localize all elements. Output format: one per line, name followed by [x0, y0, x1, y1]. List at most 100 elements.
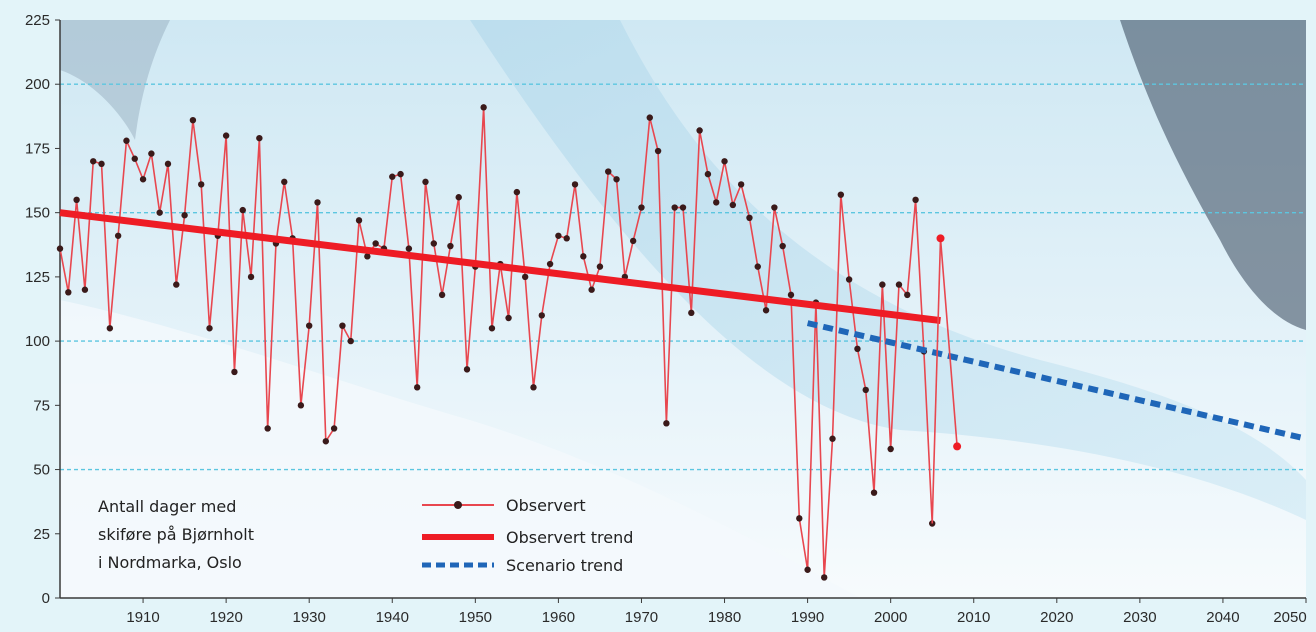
- y-tick-label: 50: [33, 462, 50, 479]
- scenario-trend-line: [806, 320, 1307, 442]
- observed-point: [787, 291, 795, 299]
- branches-shape: [60, 20, 170, 140]
- observed-point: [123, 137, 130, 144]
- observed-point: [480, 104, 487, 111]
- axes: [59, 20, 1306, 599]
- legend-observed-marker: [454, 501, 462, 509]
- snow-trail-shape: [470, 20, 1306, 520]
- observed-point: [546, 260, 554, 268]
- extra-point: [953, 442, 962, 451]
- caption-line-1: Antall dager med: [98, 497, 236, 516]
- observed-point: [505, 314, 512, 322]
- observed-point: [198, 181, 205, 188]
- observed-line: [59, 106, 933, 579]
- x-tick-label: 1930: [293, 609, 326, 626]
- observed-point: [455, 194, 462, 201]
- observed-point: [231, 368, 238, 376]
- x-tick-label: 1920: [209, 609, 242, 626]
- x-tick-label: 2030: [1123, 609, 1156, 626]
- observed-point: [397, 170, 404, 178]
- observed-point: [580, 253, 587, 260]
- observed-point: [704, 170, 712, 178]
- observed-point: [189, 116, 197, 124]
- observed-point: [762, 307, 770, 314]
- legend-scenario-label: Scenario trend: [506, 556, 623, 575]
- observed-point: [339, 322, 346, 329]
- observed-point: [438, 291, 446, 299]
- observed-point: [131, 155, 138, 162]
- x-tick-label: 1950: [459, 609, 492, 626]
- observed-point: [389, 173, 396, 180]
- x-tick-label: 2040: [1206, 609, 1239, 626]
- observed-point: [521, 273, 529, 281]
- extra-connector-line: [939, 238, 958, 447]
- observed-point: [281, 178, 288, 186]
- observed-point: [181, 212, 188, 219]
- observed-point: [563, 235, 570, 242]
- observed-point: [530, 384, 537, 391]
- x-tick-label: 2050: [1273, 609, 1306, 626]
- extra-connector-line: [931, 238, 942, 524]
- x-tick-label: 1910: [126, 609, 159, 626]
- y-tick-label: 175: [25, 140, 50, 157]
- observed-point: [65, 289, 72, 296]
- observed-point: [845, 276, 853, 283]
- observed-point: [837, 191, 845, 198]
- observed-point: [895, 281, 903, 288]
- observed-point: [139, 176, 147, 183]
- observed-point: [488, 325, 496, 332]
- observed-point: [164, 160, 172, 168]
- observed-point: [737, 181, 745, 188]
- observed-point: [571, 181, 579, 188]
- observed-point: [887, 445, 894, 453]
- observed-point: [854, 345, 861, 353]
- observed-point: [173, 281, 180, 288]
- caption-line-3: i Nordmarka, Oslo: [98, 553, 242, 572]
- y-tick-label: 25: [33, 526, 50, 543]
- observed-point: [114, 232, 122, 239]
- observed-point: [463, 366, 471, 373]
- observed-point: [239, 206, 246, 214]
- observed-point: [538, 312, 545, 319]
- y-tick-label: 225: [25, 12, 50, 29]
- observed-point: [106, 325, 114, 332]
- observed-point: [81, 286, 89, 293]
- observed-point: [829, 435, 836, 442]
- x-tick-label: 1960: [542, 609, 575, 626]
- observed-point: [256, 134, 263, 142]
- snow-slope-shape: [60, 300, 860, 598]
- observed-point: [663, 420, 670, 427]
- observed-point: [264, 425, 271, 432]
- observed-point: [588, 286, 595, 293]
- observed-point: [314, 199, 321, 206]
- observed-point: [372, 240, 379, 247]
- observed-point: [796, 515, 803, 522]
- observed-point: [804, 566, 811, 573]
- x-tick-label: 2010: [957, 609, 990, 626]
- caption-line-2: skiføre på Bjørnholt: [98, 525, 254, 544]
- legend-trend-label: Observert trend: [506, 528, 633, 547]
- observed-point: [364, 253, 371, 260]
- observed-point: [629, 237, 637, 245]
- observed-point: [447, 242, 454, 250]
- observed-point: [679, 204, 687, 211]
- observed-point: [405, 245, 413, 252]
- observed-point: [306, 322, 313, 329]
- x-tick-labels: 1910 1920 1930 1940 1950 1960 1970 1980 1990 2000…: [126, 598, 1307, 626]
- observed-point: [297, 402, 305, 409]
- y-tick-label: 75: [33, 397, 50, 414]
- scenario-trend-series: [806, 320, 1307, 442]
- observed-point: [430, 240, 437, 247]
- observed-point: [713, 199, 720, 206]
- y-tick-labels: 0 25 50 75 100 125 150 175 200 225: [25, 12, 60, 607]
- y-tick-label: 100: [25, 333, 50, 350]
- observed-point: [870, 489, 878, 496]
- observed-point: [98, 160, 105, 168]
- observed-point: [156, 209, 163, 216]
- observed-point: [322, 438, 330, 445]
- observed-series: [56, 104, 936, 581]
- x-tick-label: 2020: [1040, 609, 1073, 626]
- observed-point: [638, 204, 645, 211]
- observed-point: [862, 386, 869, 394]
- observed-trend-line: [59, 209, 941, 325]
